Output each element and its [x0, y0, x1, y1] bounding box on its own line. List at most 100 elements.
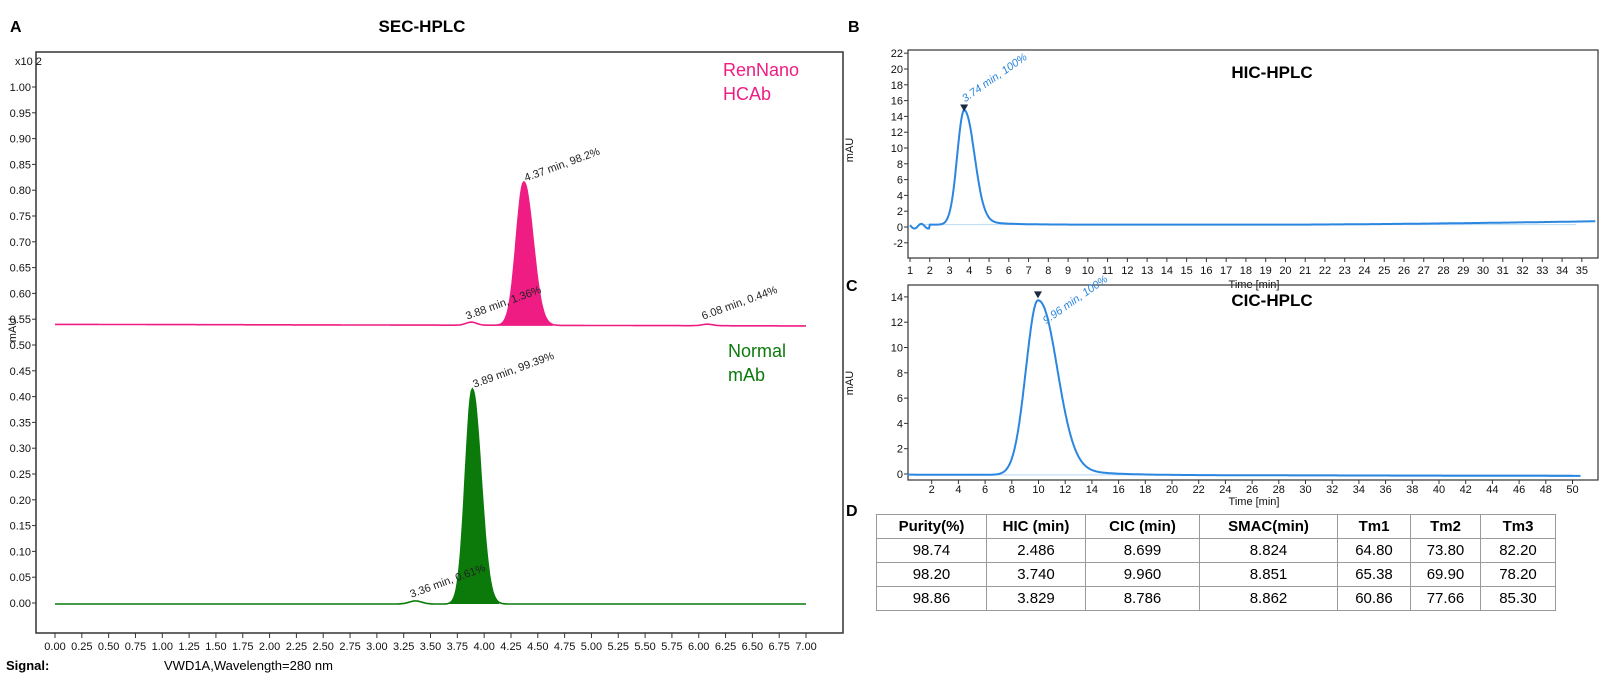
hic-x-tick-label: 3 [946, 265, 952, 277]
sec-x-tick-label: 6.50 [742, 641, 763, 653]
sec-y-tick-label: 0.35 [10, 417, 31, 429]
table-cell: 8.851 [1199, 562, 1338, 587]
sec-x-tick-label: 0.50 [98, 641, 119, 653]
sec-y-tick-label: 0.20 [10, 495, 31, 507]
sec-peak-fill-1 [445, 388, 500, 605]
cic-y-tick-label: 10 [891, 343, 903, 355]
cic-x-tick-label: 46 [1513, 484, 1525, 496]
table-cell: 2.486 [986, 538, 1086, 563]
sec-y-tick-label: 0.05 [10, 572, 31, 584]
hic-peak-label: 3.74 min, 100% [960, 51, 1030, 105]
cic-x-tick-label: 6 [982, 484, 988, 496]
cic-x-tick-label: 8 [1009, 484, 1015, 496]
sec-y-tick-label: 0.55 [10, 314, 31, 326]
cic-x-tick-label: 10 [1032, 484, 1044, 496]
cic-x-tick-label: 22 [1193, 484, 1205, 496]
hic-x-tick-label: 32 [1516, 265, 1528, 277]
cic-x-label: Time [min] [1229, 496, 1280, 508]
signal-value: VWD1A,Wavelength=280 nm [164, 658, 333, 673]
hic-y-tick-label: 16 [891, 96, 903, 108]
panel-label-b: B [848, 19, 860, 36]
hic-x-tick-label: 8 [1045, 265, 1051, 277]
hic-x-tick-label: 12 [1121, 265, 1133, 277]
hic-x-tick-label: 26 [1398, 265, 1410, 277]
sec-x-tick-label: 6.75 [768, 641, 789, 653]
sec-x-tick-label: 3.00 [366, 641, 387, 653]
cic-x-tick-label: 12 [1059, 484, 1071, 496]
sec-peak-label: 4.37 min, 98.2% [523, 146, 602, 185]
table-cell: 8.862 [1199, 586, 1338, 611]
table-cell: 9.960 [1085, 562, 1200, 587]
cic-y-tick-label: 8 [897, 368, 903, 380]
cic-peak-label: 9.96 min, 100% [1041, 273, 1111, 327]
hic-x-tick-label: 25 [1378, 265, 1390, 277]
sec-y-tick-label: 0.25 [10, 469, 31, 481]
sec-x-tick-label: 1.50 [205, 641, 226, 653]
hic-x-tick-label: 10 [1082, 265, 1094, 277]
table-cell: 98.20 [876, 562, 987, 587]
cic-x-tick-label: 14 [1086, 484, 1098, 496]
table-cell: 98.86 [876, 586, 987, 611]
hic-y-tick-label: 6 [897, 175, 903, 187]
sec-y-tick-label: 0.65 [10, 263, 31, 275]
hic-x-tick-label: 23 [1339, 265, 1351, 277]
sec-y-tick-label: 0.45 [10, 366, 31, 378]
sec-y-tick-label: 0.75 [10, 211, 31, 223]
cic-x-tick-label: 44 [1486, 484, 1498, 496]
sec-y-multiplier: x10 2 [15, 56, 42, 68]
cic-y-label: mAU [844, 371, 856, 396]
stability-table: Purity(%) HIC (min) CIC (min) SMAC(min) … [876, 514, 1556, 611]
table-row: 98.74 2.486 8.699 8.824 64.80 73.80 82.20 [876, 538, 1556, 563]
hic-x-tick-label: 2 [927, 265, 933, 277]
sec-x-tick-label: 7.00 [795, 641, 816, 653]
sec-y-tick-label: 0.10 [10, 546, 31, 558]
cic-x-tick-label: 26 [1246, 484, 1258, 496]
col-purity: Purity(%) [876, 514, 987, 539]
hic-x-tick-label: 17 [1220, 265, 1232, 277]
cic-x-tick-label: 50 [1566, 484, 1578, 496]
legend-rennano-line1: RenNano [723, 60, 799, 80]
cic-x-tick-label: 4 [955, 484, 961, 496]
sec-y-label: mAU [7, 318, 19, 343]
sec-x-tick-label: 5.75 [661, 641, 682, 653]
hic-y-tick-label: 20 [891, 64, 903, 76]
hic-x-tick-label: 35 [1576, 265, 1588, 277]
sec-x-tick-label: 1.75 [232, 641, 253, 653]
hic-x-tick-label: 4 [966, 265, 972, 277]
legend-normal-line1: Normal [728, 341, 786, 361]
cic-x-tick-label: 36 [1379, 484, 1391, 496]
hic-x-tick-label: 22 [1319, 265, 1331, 277]
table-cell: 77.66 [1410, 586, 1481, 611]
hic-x-tick-label: 28 [1437, 265, 1449, 277]
table-cell: 82.20 [1480, 538, 1556, 563]
sec-x-tick-label: 5.00 [581, 641, 602, 653]
col-cic: CIC (min) [1085, 514, 1200, 539]
signal-label: Signal: [6, 658, 49, 673]
cic-plot-frame [907, 284, 1599, 481]
cic-x-tick-label: 20 [1166, 484, 1178, 496]
hic-x-tick-label: 15 [1181, 265, 1193, 277]
hic-x-tick-label: 21 [1299, 265, 1311, 277]
table-cell: 8.699 [1085, 538, 1200, 563]
hic-hplc-chart: HIC-HPLC mAU Time [min] 1 2 3 4 5 6 7 8 9 10 11 12 1… [844, 48, 1599, 291]
hic-x-tick-label: 13 [1141, 265, 1153, 277]
sec-peak-label: 6.08 min, 0.44% [700, 284, 779, 323]
cic-x-tick-label: 40 [1433, 484, 1445, 496]
sec-peak-label: 3.89 min, 99.39% [471, 350, 556, 391]
col-tm2: Tm2 [1410, 514, 1481, 539]
cic-x-tick-label: 34 [1353, 484, 1365, 496]
hic-y-tick-label: 10 [891, 143, 903, 155]
sec-x-tick-label: 1.25 [178, 641, 199, 653]
cic-x-tick-label: 28 [1273, 484, 1285, 496]
cic-y-tick-label: 14 [891, 292, 903, 304]
sec-series-line-1 [55, 387, 806, 605]
sec-x-tick-label: 6.00 [688, 641, 709, 653]
col-tm1: Tm1 [1337, 514, 1411, 539]
sec-x-tick-label: 4.75 [554, 641, 575, 653]
hic-trace [909, 109, 1596, 230]
hic-x-tick-label: 1 [907, 265, 913, 277]
sec-x-tick-label: 0.75 [125, 641, 146, 653]
cic-peak-marker-icon [1033, 291, 1042, 299]
sec-y-tick-label: 1.00 [10, 82, 31, 94]
table-cell: 8.786 [1085, 586, 1200, 611]
